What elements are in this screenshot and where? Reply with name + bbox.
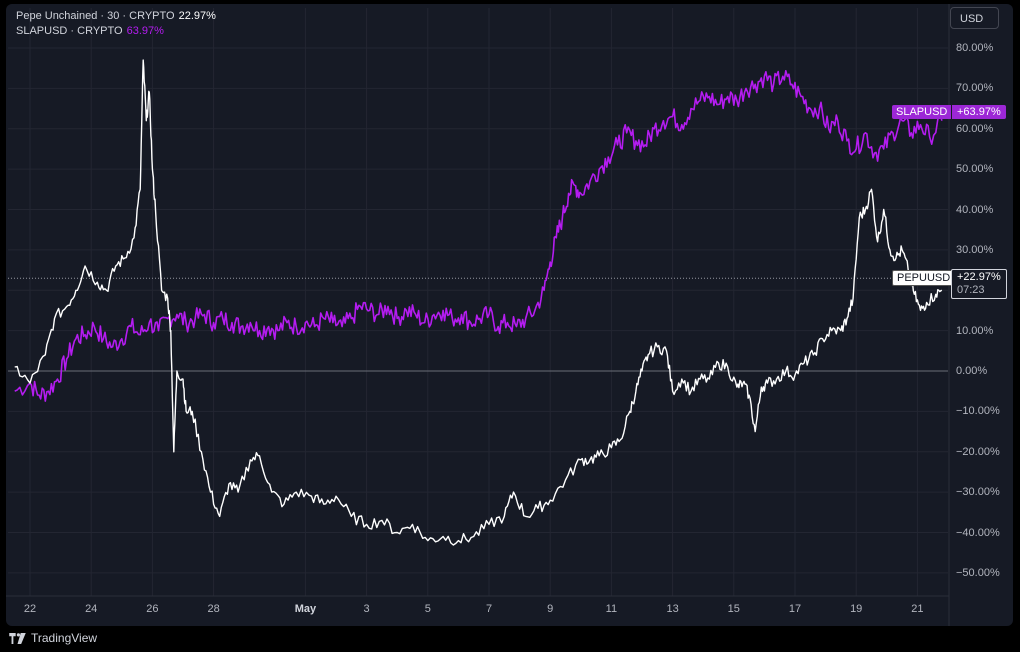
y-tick-label: 60.00% — [956, 122, 994, 135]
slap-price-tag-name: SLAPUSD — [892, 105, 952, 119]
series-line-slapusd — [14, 70, 943, 402]
tradingview-branding[interactable]: TradingView — [9, 631, 97, 645]
y-tick-label: −40.00% — [956, 526, 1000, 539]
x-tick-label: 13 — [666, 603, 679, 615]
x-tick-label: 9 — [547, 603, 554, 615]
legend-series-pepe[interactable]: Pepe Unchained · 30 · CRYPTO 22.97% — [16, 10, 216, 22]
tradingview-brand-text: TradingView — [31, 631, 98, 645]
currency-button[interactable]: USD — [950, 7, 999, 29]
slap-price-tag-value: +63.97% — [952, 105, 1006, 119]
series-line-pepe — [14, 59, 943, 546]
x-tick-label: 17 — [788, 603, 802, 615]
y-tick-label: 80.00% — [956, 42, 994, 54]
legend-pepe-value: 22.97% — [178, 10, 216, 22]
x-tick-label: 22 — [23, 603, 37, 615]
y-tick-label: 10.00% — [956, 324, 994, 337]
y-tick-label: 70.00% — [956, 82, 994, 95]
x-tick-label: 24 — [85, 603, 98, 615]
legend-slap-value: 63.97% — [126, 25, 164, 37]
legend-pepe-name: Pepe Unchained · 30 · CRYPTO — [16, 10, 175, 22]
x-tick-label: 21 — [911, 603, 924, 615]
chart-panel: Pepe Unchained · 30 · CRYPTO 22.97% SLAPU… — [6, 4, 1013, 626]
x-tick-label: 5 — [424, 603, 431, 615]
x-tick-label: 15 — [727, 603, 740, 615]
y-tick-label: −10.00% — [956, 405, 1000, 418]
y-tick-label: 0.00% — [956, 365, 988, 377]
legend-series-slap[interactable]: SLAPUSD · CRYPTO 63.97% — [16, 25, 164, 37]
x-tick-label: May — [294, 603, 317, 615]
pepu-price-tag-percent: +22.97% — [957, 271, 1001, 283]
bar-countdown: 07:23 — [957, 284, 985, 296]
x-tick-label: 26 — [146, 603, 159, 615]
x-tick-label: 7 — [485, 603, 493, 615]
x-tick-label: 28 — [207, 603, 220, 615]
chart-canvas[interactable] — [6, 4, 1013, 626]
y-tick-label: 30.00% — [956, 243, 994, 256]
y-tick-label: −20.00% — [956, 445, 1000, 458]
y-tick-label: 40.00% — [956, 203, 994, 216]
x-tick-label: 11 — [605, 603, 618, 615]
legend-slap-name: SLAPUSD · CRYPTO — [16, 25, 123, 37]
x-tick-label: 3 — [363, 603, 370, 615]
tradingview-logo-icon — [9, 632, 26, 644]
pepu-price-tag-name: PEPUUSD — [892, 270, 956, 286]
pepu-price-tag-value: +22.97% 07:23 — [951, 269, 1007, 299]
y-tick-label: −50.00% — [956, 566, 1000, 579]
x-tick-label: 19 — [850, 603, 863, 615]
y-tick-label: −30.00% — [956, 486, 1000, 499]
y-tick-label: 50.00% — [956, 163, 994, 176]
